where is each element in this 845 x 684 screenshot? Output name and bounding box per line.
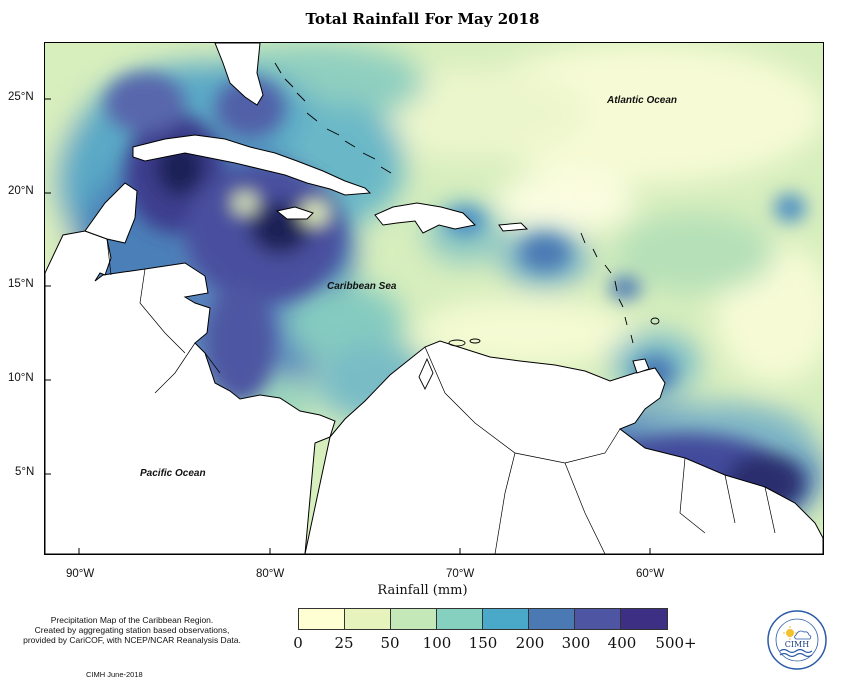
land-south-america: [304, 340, 823, 554]
rainfall-map: Atlantic Ocean Caribbean Sea Pacific Oce…: [44, 42, 824, 555]
land-trinidad: [632, 358, 650, 374]
x-tick-label: 70°W: [446, 568, 475, 580]
label-pacific-ocean: Pacific Ocean: [140, 468, 206, 479]
legend-label: 500+: [655, 634, 697, 652]
legend-label: 150: [468, 634, 498, 652]
note-line: Precipitation Map of the Caribbean Regio…: [50, 615, 214, 625]
x-tick-label: 90°W: [66, 568, 95, 580]
land-yucatan: [84, 182, 138, 244]
credit-text: CIMH June-2018: [86, 670, 143, 679]
cimh-logo-svg: CIMH: [767, 610, 827, 670]
legend-swatch: [345, 609, 391, 629]
legend-swatch: [621, 609, 667, 629]
legend-swatch: [299, 609, 345, 629]
y-tick-label: 25°N: [8, 91, 34, 103]
legend-swatch: [391, 609, 437, 629]
legend-label: 300: [561, 634, 591, 652]
cimh-logo-icon: CIMH: [766, 609, 828, 671]
map-title: Total Rainfall For May 2018: [305, 10, 540, 28]
map-notes: Precipitation Map of the Caribbean Regio…: [12, 615, 252, 645]
legend-title: Rainfall (mm): [377, 583, 468, 598]
land-central-america: [45, 230, 336, 554]
island-outlines: [274, 62, 660, 391]
y-tick-label: 15°N: [8, 278, 34, 290]
logo-text: CIMH: [785, 640, 809, 649]
land-hispaniola: [374, 202, 477, 234]
legend-swatch: [437, 609, 483, 629]
land-florida: [214, 43, 264, 106]
x-tick-label: 60°W: [636, 568, 665, 580]
land-puerto-rico: [498, 222, 529, 232]
graticule-ticks: [45, 98, 651, 554]
land-cuba: [132, 134, 372, 196]
y-tick-label: 10°N: [8, 372, 34, 384]
legend-swatch: [575, 609, 621, 629]
legend-colorbar: [298, 608, 668, 630]
legend-swatch: [483, 609, 529, 629]
legend-label: 400: [607, 634, 637, 652]
land-masses: [45, 43, 823, 554]
x-tick-label: 80°W: [256, 568, 285, 580]
label-atlantic-ocean: Atlantic Ocean: [607, 95, 678, 106]
land-jamaica: [275, 206, 314, 220]
label-caribbean-sea: Caribbean Sea: [327, 281, 397, 292]
y-tick-label: 20°N: [8, 185, 34, 197]
rainfall-map-svg: [45, 43, 823, 554]
legend-label: 0: [293, 634, 303, 652]
country-borders: [106, 238, 776, 554]
legend-label: 100: [422, 634, 452, 652]
note-line: Created by aggregating station based obs…: [34, 625, 230, 635]
legend-swatch: [529, 609, 575, 629]
y-tick-label: 5°N: [15, 466, 35, 478]
legend-label: 25: [334, 634, 354, 652]
legend-label: 50: [380, 634, 400, 652]
note-line: provided by CariCOF, with NCEP/NCAR Rean…: [23, 635, 241, 645]
legend-label: 200: [515, 634, 545, 652]
